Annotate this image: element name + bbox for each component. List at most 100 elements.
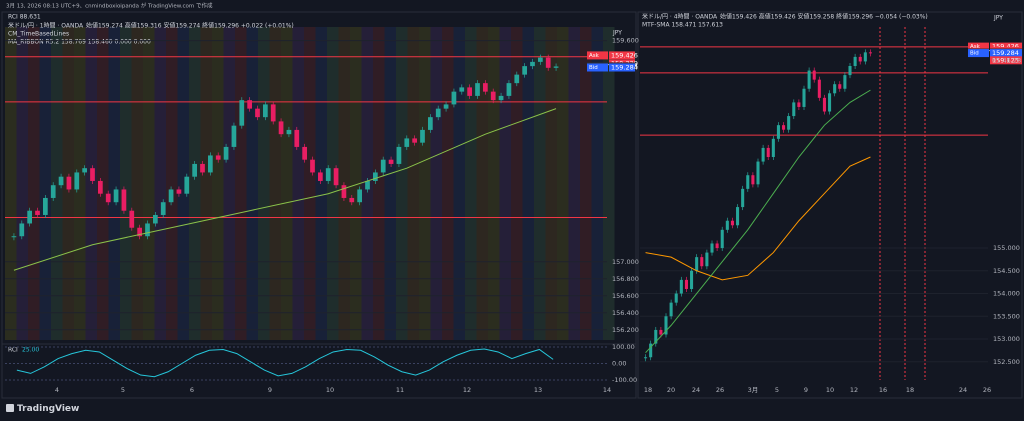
session-stripe xyxy=(488,27,500,340)
price-label-value: 159.426 xyxy=(992,43,1019,51)
y-tick-label: 154.000 xyxy=(993,290,1020,298)
candle xyxy=(435,108,441,118)
price-label-name-bg xyxy=(968,42,989,51)
candle xyxy=(863,52,867,62)
x-tick-label: 16 xyxy=(879,386,887,394)
candle xyxy=(705,252,709,267)
candle xyxy=(649,343,653,358)
y-tick-label: 156.200 xyxy=(612,326,639,334)
y-tick-label: 155.000 xyxy=(993,244,1020,252)
moving-average xyxy=(645,156,871,281)
candle xyxy=(168,189,174,203)
price-label xyxy=(609,63,635,72)
candle xyxy=(545,57,551,68)
candle xyxy=(746,175,750,189)
candle xyxy=(200,163,205,173)
candle xyxy=(113,189,119,203)
x-tick-label: 14 xyxy=(603,386,611,394)
candle xyxy=(843,75,847,89)
rci-tick-label: 0.00 xyxy=(612,360,626,368)
x-tick-label: 18 xyxy=(644,386,652,394)
candle xyxy=(105,193,111,203)
session-stripe xyxy=(258,27,270,340)
candle xyxy=(858,56,862,62)
session-stripe xyxy=(580,27,592,340)
candle xyxy=(11,236,17,238)
candle xyxy=(530,61,535,67)
candle xyxy=(730,220,734,226)
x-tick-label: 20 xyxy=(667,386,675,394)
candle xyxy=(239,100,245,126)
moving-average xyxy=(13,108,557,271)
ohlc: 始値159.274 高値159.316 安値159.274 終値159.296 … xyxy=(86,22,294,30)
price-label-name: Ask xyxy=(970,44,981,50)
candle xyxy=(373,172,378,181)
x-tick-label: 10 xyxy=(326,386,334,394)
x-tick-label: 26 xyxy=(983,386,991,394)
session-stripe xyxy=(545,27,557,340)
candle xyxy=(761,147,765,162)
candle xyxy=(396,146,402,164)
y-tick-label: 154.500 xyxy=(993,267,1020,275)
session-stripe xyxy=(246,27,258,340)
price-label-name-bg xyxy=(587,51,608,60)
price-label xyxy=(990,49,1022,58)
candle xyxy=(828,93,832,112)
session-stripe xyxy=(269,27,281,340)
rci-line xyxy=(16,348,554,378)
candle xyxy=(231,125,237,147)
indicator: CM_TimeBasedLines xyxy=(8,31,69,38)
candle xyxy=(782,125,786,130)
candle xyxy=(787,116,791,130)
price-label-name: Ask xyxy=(589,53,600,59)
x-tick-label: 13 xyxy=(534,386,542,394)
session-stripe xyxy=(108,27,120,340)
candle xyxy=(710,243,714,253)
candle xyxy=(286,129,292,135)
candle xyxy=(490,91,496,101)
session-stripe xyxy=(465,27,477,340)
rci-value: 25.00 xyxy=(22,347,39,354)
session-stripe xyxy=(568,27,580,340)
x-tick-label: 10 xyxy=(826,386,834,394)
y-tick-label: 156.600 xyxy=(612,292,639,300)
candle xyxy=(176,189,182,194)
candle xyxy=(553,66,559,68)
session-stripe xyxy=(143,27,155,340)
candle xyxy=(792,102,796,117)
ohlc: 始値159.426 高値159.426 安値159.258 終値159.296 … xyxy=(720,13,928,21)
x-tick-label: 12 xyxy=(850,386,858,394)
candle xyxy=(43,197,48,215)
candle xyxy=(208,155,213,173)
candle xyxy=(700,257,704,267)
candle xyxy=(247,100,252,109)
session-stripe xyxy=(304,27,316,340)
price-label-value: 159.426 xyxy=(611,51,638,59)
candle xyxy=(679,279,683,294)
x-tick-label: 5 xyxy=(775,386,779,394)
candle xyxy=(428,117,433,130)
indicator-label: RCI 88.631 xyxy=(8,14,41,21)
session-stripe xyxy=(154,27,166,340)
candle xyxy=(129,210,135,228)
candle xyxy=(302,146,307,160)
candle xyxy=(90,168,95,181)
candle xyxy=(66,176,72,190)
caption: 3月 13, 2026 08:13 UTC+9、cnmindboxioipand… xyxy=(6,2,213,10)
session-stripe xyxy=(591,27,603,340)
y-tick-label: 156.800 xyxy=(612,275,639,283)
candle xyxy=(695,257,699,271)
candle xyxy=(812,70,816,80)
candle xyxy=(325,168,331,181)
y-tick-label: 153.000 xyxy=(993,335,1020,343)
candle xyxy=(684,279,688,289)
candle xyxy=(771,138,775,158)
session-stripe xyxy=(281,27,293,340)
symbol: 米ドル/円 · 1時間 · OANDA xyxy=(8,22,84,30)
candle xyxy=(153,214,158,224)
candle xyxy=(310,159,315,173)
candle xyxy=(365,180,370,190)
candle xyxy=(715,243,719,249)
price-label-value: 159.284 xyxy=(992,49,1019,57)
session-stripe xyxy=(350,27,362,340)
